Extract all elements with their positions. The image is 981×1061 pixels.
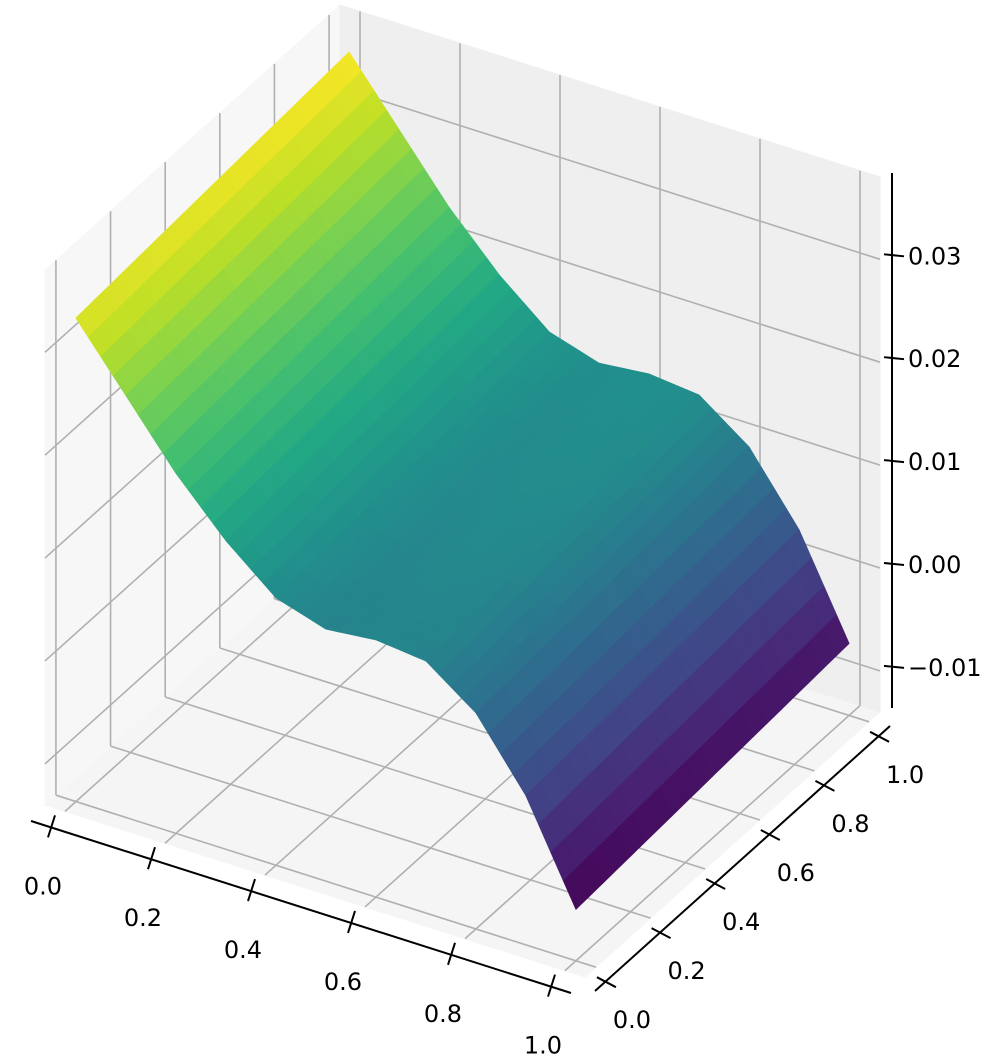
x-tick [47,815,56,838]
axis-line [594,725,891,992]
z-tick [883,664,905,669]
axis-line [30,820,572,994]
x-tick [147,846,156,870]
z-tick-label: 0.01 [908,448,961,476]
x-tick-label: 0.2 [124,904,162,932]
x-tick-label: 0.4 [224,936,262,964]
grid-line [339,86,881,261]
x-tick-label: 1.0 [524,1032,562,1060]
y-tick [760,829,781,841]
x-tick [347,910,356,934]
y-tick-label: 0.8 [831,810,869,838]
z-tick [883,561,905,566]
y-tick [814,780,835,792]
z-tick-label: 0.03 [908,242,961,270]
y-tick [651,927,672,939]
y-tick-label: 0.4 [722,908,760,936]
z-tick [883,356,905,361]
y-tick-label: 0.2 [667,957,705,985]
grid-line [564,705,861,972]
y-tick [869,730,890,743]
z-tick-label: 0.02 [908,345,961,373]
x-tick-label: 0.8 [424,1000,462,1028]
y-tick [596,976,617,989]
grid-line [55,794,597,968]
y-tick-label: 0.6 [777,859,815,887]
z-tick [883,253,905,258]
z-tick-label: 0.00 [908,551,961,579]
x-tick-label: 0.0 [24,872,62,900]
x-tick [547,974,556,997]
x-tick [447,942,456,966]
y-tick-label: 0.0 [613,1006,651,1034]
z-tick-label: −0.01 [908,654,981,682]
y-tick-label: 1.0 [886,761,924,789]
y-tick [705,878,726,890]
surface-patch [563,867,590,910]
x-tick-label: 0.6 [324,968,362,996]
grid-line [110,745,651,919]
x-tick [247,878,256,902]
z-tick [883,459,905,464]
